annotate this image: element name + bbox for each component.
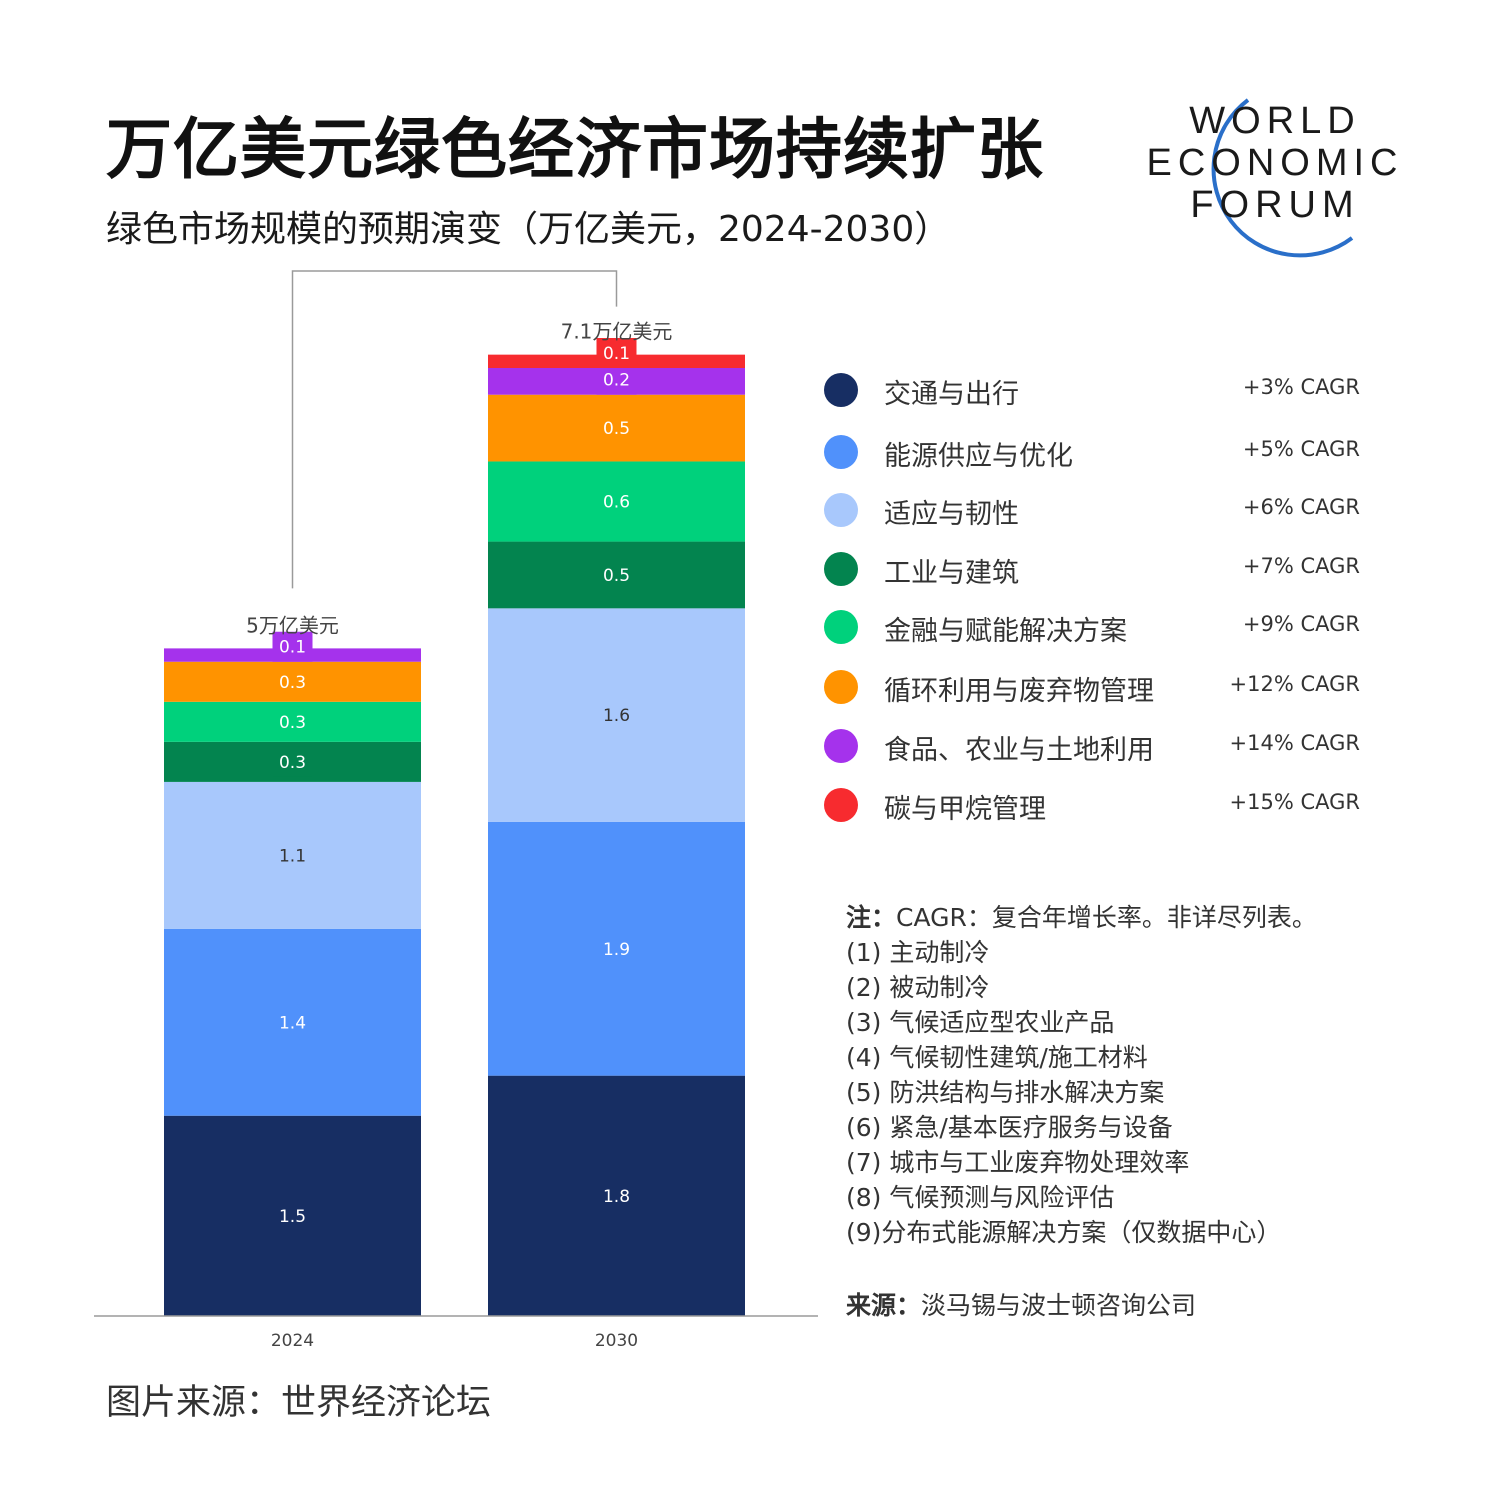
logo-word-world: WORLD — [1189, 100, 1361, 142]
note-head-text: CAGR：复合年增长率。非详尽列表。 — [896, 903, 1317, 932]
note-head-label: 注： — [846, 903, 897, 932]
value-label-tag — [272, 746, 313, 777]
legend-label: 适应与韧性 — [884, 499, 1019, 530]
legend-item: 碳与甲烷管理 +15% CAGR — [820, 783, 1380, 827]
chart-subtitle: 绿色市场规模的预期演变（万亿美元，2024-2030） — [106, 209, 951, 250]
bar-value-label: 1.9 — [603, 940, 630, 960]
legend-swatch — [824, 435, 858, 469]
value-label-tag — [596, 364, 637, 395]
note-line: (7) 城市与工业废弃物处理效率 — [846, 1148, 1190, 1177]
note-line: (4) 气候韧性建筑/施工材料 — [846, 1043, 1148, 1072]
bar-total-label: 7.1万亿美元 — [561, 320, 673, 344]
bar-value-label: 1.6 — [603, 706, 630, 726]
legend-item: 工业与建筑 +7% CAGR — [820, 547, 1380, 591]
legend-swatch — [824, 788, 858, 822]
bar-value-label: 0.6 — [603, 493, 630, 513]
bar-segment — [488, 608, 745, 822]
bar-value-label: 1.4 — [279, 1013, 306, 1033]
legend-swatch — [824, 552, 858, 586]
bar-value-label: 0.5 — [603, 419, 630, 439]
legend-swatch — [824, 493, 858, 527]
bar-value-label: 0.5 — [603, 566, 630, 586]
value-label-tag — [272, 706, 313, 737]
bar-segment — [488, 821, 745, 1076]
note-line: (1) 主动制冷 — [846, 938, 990, 967]
value-label-tag — [272, 666, 313, 697]
legend-item: 金融与赋能解决方案 +9% CAGR — [820, 605, 1380, 649]
note-line: (3) 气候适应型农业产品 — [846, 1008, 1115, 1037]
legend-item: 循环利用与废弃物管理 +12% CAGR — [820, 665, 1380, 709]
note-line: (6) 紧急/基本医疗服务与设备 — [846, 1113, 1173, 1142]
legend-swatch — [824, 670, 858, 704]
chart-notes: 注：CAGR：复合年增长率。非详尽列表。 (1) 主动制冷 (2) 被动制冷 (… — [846, 900, 1486, 1250]
legend-label: 碳与甲烷管理 — [884, 794, 1046, 825]
note-line: (9)分布式能源解决方案（仅数据中心） — [846, 1218, 1282, 1247]
bar-value-label: 0.3 — [279, 713, 306, 733]
legend-cagr: +9% CAGR — [1242, 612, 1360, 636]
legend-cagr: +3% CAGR — [1242, 375, 1360, 399]
legend-label: 金融与赋能解决方案 — [884, 616, 1127, 647]
bar-value-label: 0.3 — [279, 753, 306, 773]
note-heading: 注：CAGR：复合年增长率。非详尽列表。 — [846, 900, 1486, 935]
legend-label: 交通与出行 — [884, 379, 1019, 410]
legend-item: 能源供应与优化 +5% CAGR — [820, 430, 1380, 474]
logo-word-forum: FORUM — [1190, 184, 1360, 226]
legend-cagr: +6% CAGR — [1242, 495, 1360, 519]
logo-arc-icon — [1211, 98, 1354, 258]
bar-value-label: 1.5 — [279, 1207, 306, 1227]
source-text: 淡马锡与波士顿咨询公司 — [921, 1291, 1197, 1320]
bar-segment — [488, 541, 745, 609]
legend-label: 循环利用与废弃物管理 — [884, 676, 1154, 707]
bar-total-label: 5万亿美元 — [246, 613, 339, 637]
note-line: (2) 被动制冷 — [846, 973, 990, 1002]
logo-word-economic: ECONOMIC — [1146, 142, 1404, 184]
bar-segment — [164, 781, 421, 929]
chart-source: 来源：淡马锡与波士顿咨询公司 — [846, 1286, 1196, 1322]
bar-value-label: 1.8 — [603, 1187, 630, 1207]
value-label-tag — [596, 338, 637, 368]
note-line: (5) 防洪结构与排水解决方案 — [846, 1078, 1165, 1107]
bar-value-label: 1.1 — [279, 846, 306, 866]
legend-cagr: +5% CAGR — [1242, 437, 1360, 461]
legend-cagr: +12% CAGR — [1229, 672, 1360, 696]
wef-logo: WORLD ECONOMIC FORUM — [1130, 90, 1420, 265]
value-label-tag — [272, 631, 313, 662]
legend-swatch — [824, 729, 858, 763]
note-line: (8) 气候预测与风险评估 — [846, 1183, 1115, 1212]
growth-bracket — [291, 270, 618, 589]
bar-segment — [488, 1075, 745, 1316]
legend-cagr: +7% CAGR — [1242, 554, 1360, 578]
legend-label: 食品、农业与土地利用 — [884, 735, 1154, 766]
bar-segment — [164, 1115, 421, 1316]
x-tick-label: 2024 — [271, 1331, 314, 1351]
legend-label: 工业与建筑 — [884, 558, 1019, 589]
legend-item: 交通与出行 +3% CAGR — [820, 368, 1380, 412]
page-title: 万亿美元绿色经济市场持续扩张 — [106, 111, 1044, 188]
bar-value-label: 0.1 — [603, 344, 630, 364]
legend-item: 适应与韧性 +6% CAGR — [820, 488, 1380, 532]
bar-segment — [164, 928, 421, 1116]
legend-label: 能源供应与优化 — [884, 441, 1073, 472]
source-head: 来源： — [846, 1291, 922, 1320]
bar-value-label: 0.3 — [279, 673, 306, 693]
legend-cagr: +14% CAGR — [1229, 731, 1360, 755]
bar-segment — [488, 394, 745, 462]
legend-swatch — [824, 373, 858, 407]
bar-value-label: 0.1 — [279, 638, 306, 658]
image-credit: 图片来源：世界经济论坛 — [106, 1383, 492, 1423]
legend-swatch — [824, 610, 858, 644]
x-tick-label: 2030 — [595, 1331, 638, 1351]
bar-value-label: 0.2 — [603, 371, 630, 391]
legend-cagr: +15% CAGR — [1229, 790, 1360, 814]
legend-item: 食品、农业与土地利用 +14% CAGR — [820, 724, 1380, 768]
bar-segment — [488, 461, 745, 542]
